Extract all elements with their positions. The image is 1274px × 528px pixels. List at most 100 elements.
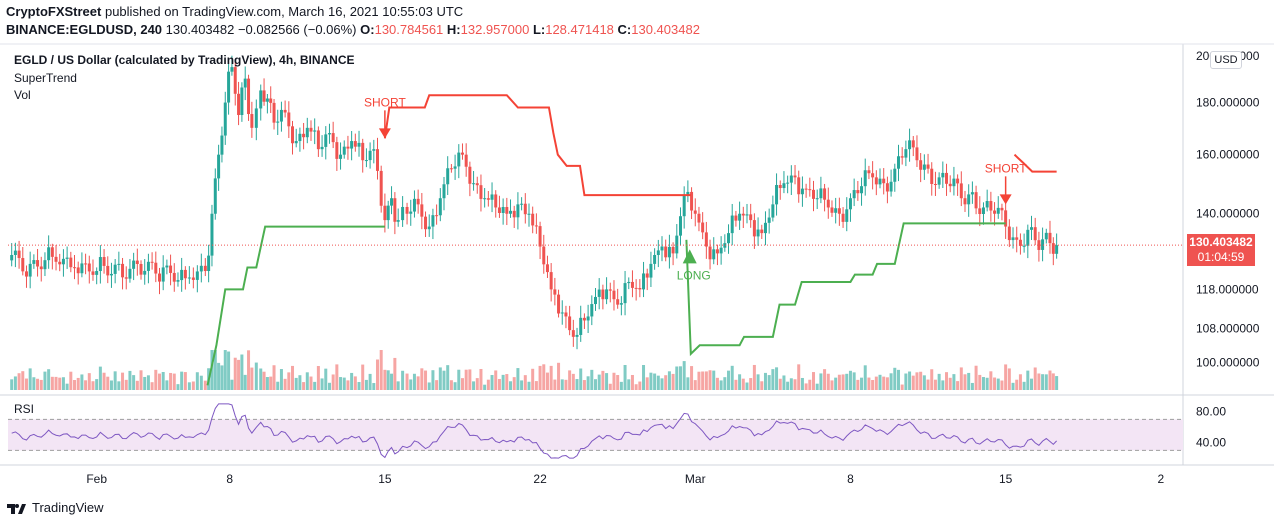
candle-body: [797, 177, 801, 195]
volume-bar: [47, 369, 51, 390]
volume-bar: [516, 368, 520, 390]
candle-body: [294, 141, 298, 144]
volume-bar: [161, 372, 165, 390]
candle-body: [36, 260, 40, 267]
volume-bar: [878, 374, 882, 390]
candle-body: [1022, 245, 1026, 247]
candle-body: [826, 199, 830, 208]
supertrend-legend[interactable]: SuperTrend: [14, 71, 77, 85]
rsi-line: [11, 403, 1057, 459]
volume-bar: [538, 365, 542, 390]
volume-bar: [908, 371, 912, 390]
short-arrow-icon: [999, 194, 1012, 205]
volume-bar: [900, 384, 904, 390]
candle-body: [69, 257, 73, 268]
volume-bar: [690, 366, 694, 390]
candle-body: [512, 210, 516, 218]
candle-body: [331, 133, 335, 143]
candle-body: [47, 247, 51, 261]
volume-bar: [298, 375, 302, 390]
volume-bar: [734, 379, 738, 390]
volume-bar: [128, 370, 132, 390]
publisher-name[interactable]: CryptoFXStreet: [6, 4, 102, 19]
volume-bar: [180, 371, 184, 390]
volume-bar: [368, 373, 372, 390]
candle-body: [427, 226, 431, 230]
volume-bar: [183, 372, 187, 390]
rsi-legend[interactable]: RSI: [14, 402, 35, 416]
volume-bar: [393, 357, 397, 390]
tradingview-icon: [7, 503, 26, 514]
candle-body: [1004, 210, 1008, 227]
volume-bar: [841, 374, 845, 390]
volume-bar: [187, 382, 191, 390]
publish-line: CryptoFXStreet published on TradingView.…: [6, 4, 463, 19]
candle-body: [28, 263, 32, 277]
volume-bar: [324, 368, 328, 390]
volume-bar: [169, 372, 173, 390]
candle-body: [76, 267, 80, 274]
volume-bar: [612, 372, 616, 390]
volume-bar: [871, 379, 875, 390]
volume-bar: [642, 365, 646, 390]
candle-body: [989, 201, 993, 211]
volume-bar: [789, 378, 793, 390]
volume-bar: [1044, 374, 1048, 390]
candle-body: [1055, 245, 1059, 254]
candle-body: [150, 261, 154, 263]
volume-bar: [882, 376, 886, 390]
candle-body: [675, 235, 679, 254]
candle-body: [250, 114, 254, 128]
candle-body: [937, 177, 941, 185]
candle-body: [424, 216, 428, 230]
candle-body: [195, 271, 199, 280]
candle-body: [568, 316, 572, 331]
candle-body: [187, 277, 191, 279]
candle-body: [412, 198, 416, 212]
candle-body: [686, 191, 690, 196]
supertrend-short-2: [1013, 153, 1057, 173]
candle-body: [479, 185, 483, 199]
volume-bar: [989, 371, 993, 390]
chart-title: EGLD / US Dollar (calculated by TradingV…: [14, 53, 355, 67]
volume-bar: [302, 382, 306, 390]
volume-bar: [937, 373, 941, 390]
volume-bar: [84, 380, 88, 390]
candle-body: [719, 247, 723, 254]
currency-button[interactable]: USD: [1210, 51, 1242, 69]
tradingview-wordmark: TradingView: [32, 500, 104, 515]
volume-bar: [262, 371, 266, 390]
candle-body: [1033, 227, 1037, 241]
volume-bar: [656, 375, 660, 390]
volume-bar: [117, 381, 121, 390]
volume-bar: [272, 365, 276, 390]
candle-body: [435, 215, 439, 217]
candle-body: [660, 246, 664, 251]
candle-body: [778, 184, 782, 189]
candle-body: [143, 270, 147, 275]
volume-bar: [745, 382, 749, 390]
candle-body: [582, 317, 586, 321]
candle-body: [911, 140, 915, 148]
tradingview-logo[interactable]: TradingView: [6, 500, 104, 515]
volume-bar: [146, 375, 150, 390]
volume-bar: [1041, 374, 1045, 390]
volume-bar: [867, 377, 871, 390]
candle-body: [21, 258, 25, 272]
candle-body: [930, 168, 934, 184]
candle-body: [841, 213, 845, 222]
volume-bar: [154, 369, 158, 390]
long-signal-label: LONG: [677, 268, 711, 282]
candle-body: [619, 303, 623, 305]
volume-bar: [756, 374, 760, 390]
candle-body: [786, 182, 790, 184]
volume-bar: [915, 372, 919, 390]
volume-bar: [431, 370, 435, 390]
volume-bar: [708, 370, 712, 390]
candle-body: [39, 266, 43, 270]
volume-legend[interactable]: Vol: [14, 88, 31, 102]
open-value: 130.784561: [374, 22, 444, 37]
candle-body: [372, 149, 376, 151]
volume-bar: [424, 370, 428, 390]
